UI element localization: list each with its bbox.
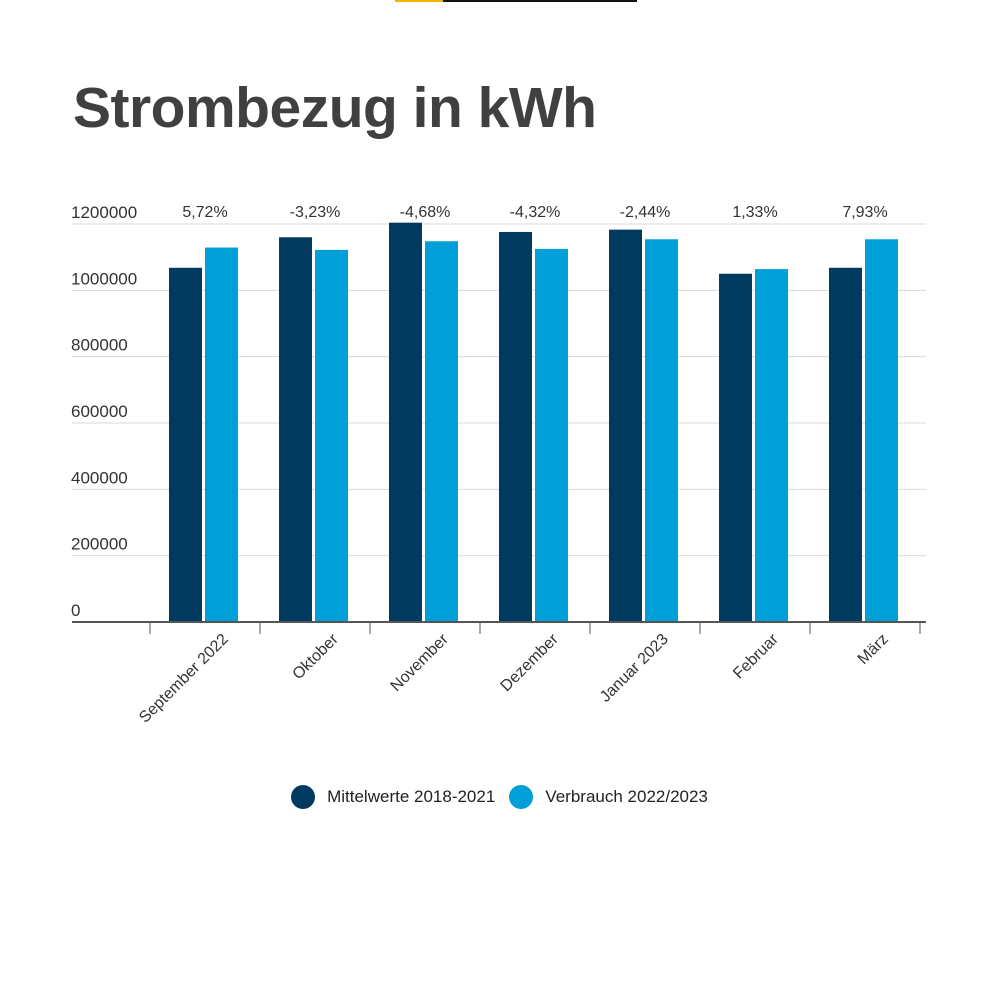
y-tick-label: 200000 xyxy=(71,535,128,554)
chart-legend: Mittelwerte 2018-2021 Verbrauch 2022/202… xyxy=(0,785,999,809)
bar-mittelwerte-0 xyxy=(169,267,202,622)
legend-swatch-series-2 xyxy=(509,785,534,809)
chart-title: Strombezug in kWh xyxy=(73,76,597,140)
bar-verbrauch-6 xyxy=(865,239,898,623)
bar-verbrauch-3 xyxy=(535,248,568,622)
y-tick-label: 400000 xyxy=(71,468,128,487)
y-tick-label: 600000 xyxy=(71,402,128,421)
x-tick-label: Januar 2023 xyxy=(597,631,672,706)
bar-mittelwerte-6 xyxy=(829,267,862,622)
bar-verbrauch-2 xyxy=(425,241,458,622)
y-tick-label: 0 xyxy=(71,601,80,620)
bar-mittelwerte-1 xyxy=(279,237,312,622)
y-tick-label: 800000 xyxy=(71,336,128,355)
change-percent-label: 1,33% xyxy=(732,204,777,221)
legend-label-series-2: Verbrauch 2022/2023 xyxy=(545,787,708,806)
bar-mittelwerte-4 xyxy=(609,229,642,622)
bar-mittelwerte-3 xyxy=(499,231,532,622)
x-tick-label: Februar xyxy=(730,630,782,682)
bar-mittelwerte-5 xyxy=(719,273,752,622)
legend-item-series-2: Verbrauch 2022/2023 xyxy=(509,785,708,809)
legend-swatch-series-1 xyxy=(291,785,316,809)
change-percent-label: -4,68% xyxy=(400,204,451,221)
change-percent-label: -3,23% xyxy=(290,204,341,221)
top-accent-bar xyxy=(395,0,443,2)
x-tick-label: Dezember xyxy=(498,630,563,695)
change-percent-label: 7,93% xyxy=(842,204,887,221)
top-rule xyxy=(443,0,637,2)
top-decoration xyxy=(395,0,637,2)
bar-verbrauch-0 xyxy=(205,247,238,622)
bar-mittelwerte-2 xyxy=(389,222,422,622)
change-percent-label: 5,72% xyxy=(182,204,227,221)
y-tick-label: 1000000 xyxy=(71,269,137,288)
change-percent-label: -2,44% xyxy=(620,204,671,221)
change-percent-label: -4,32% xyxy=(510,204,561,221)
legend-label-series-1: Mittelwerte 2018-2021 xyxy=(327,787,496,806)
x-tick-label: September 2022 xyxy=(136,631,232,727)
bar-verbrauch-1 xyxy=(315,249,348,622)
legend-item-series-1: Mittelwerte 2018-2021 xyxy=(291,785,495,809)
bar-chart: 0 200000 400000 600000 800000 1000000 1200000 5… xyxy=(71,203,926,727)
bar-verbrauch-4 xyxy=(645,239,678,623)
x-tick-label: November xyxy=(388,630,453,695)
bar-verbrauch-5 xyxy=(755,269,788,622)
x-tick-label: März xyxy=(855,631,892,668)
x-tick-label: Oktober xyxy=(290,630,343,683)
y-tick-label: 1200000 xyxy=(71,203,137,222)
